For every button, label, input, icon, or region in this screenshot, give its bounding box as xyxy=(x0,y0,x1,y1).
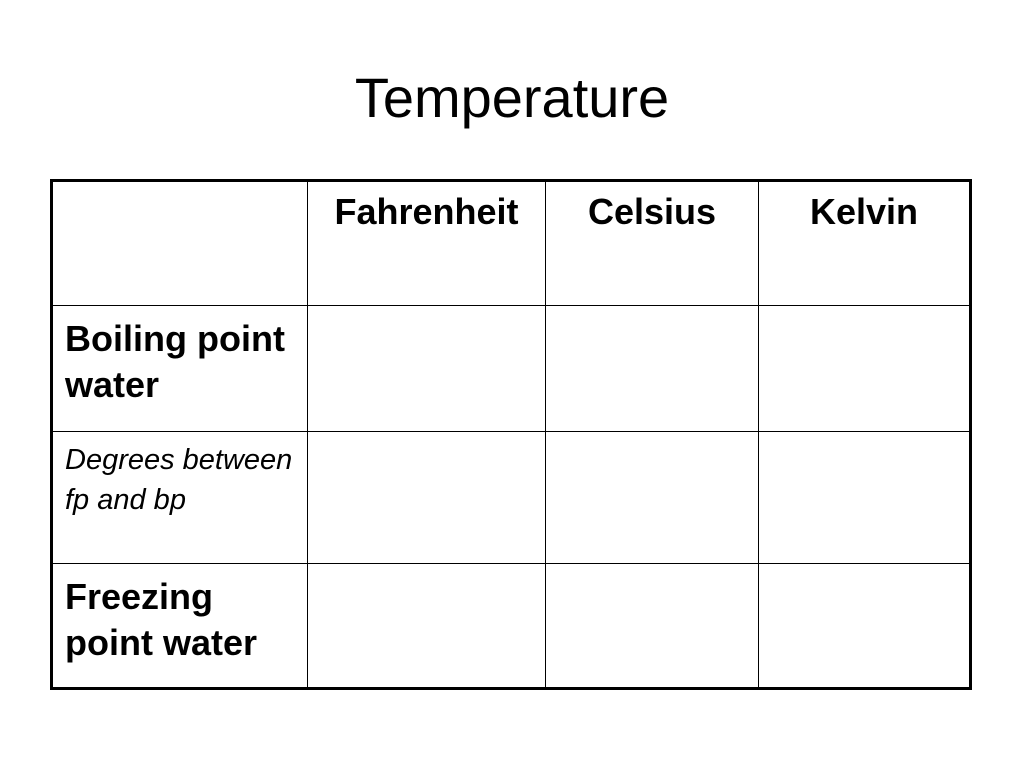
column-header-kelvin: Kelvin xyxy=(758,180,971,306)
table-cell xyxy=(307,563,546,689)
row-label-freezing-point: Freezing point water xyxy=(51,563,308,689)
table-header-row: Fahrenheit Celsius Kelvin xyxy=(51,180,971,306)
table-cell xyxy=(758,563,971,689)
table-cell xyxy=(545,305,759,432)
table-row: Degrees between fp and bp xyxy=(51,431,971,564)
table-cell xyxy=(545,431,759,564)
column-header-fahrenheit: Fahrenheit xyxy=(307,180,546,306)
table-cell xyxy=(307,305,546,432)
table-corner-cell xyxy=(51,180,308,306)
table-row: Boiling point water xyxy=(51,305,971,432)
row-label-boiling-point: Boiling point water xyxy=(51,305,308,432)
column-header-celsius: Celsius xyxy=(545,180,759,306)
temperature-table: Fahrenheit Celsius Kelvin Boiling point … xyxy=(50,179,972,690)
table-row: Freezing point water xyxy=(51,563,971,689)
table-cell xyxy=(758,305,971,432)
table-cell xyxy=(758,431,971,564)
table-cell xyxy=(545,563,759,689)
table-cell xyxy=(307,431,546,564)
slide-title: Temperature xyxy=(354,66,670,129)
row-label-degrees-between: Degrees between fp and bp xyxy=(51,431,308,564)
